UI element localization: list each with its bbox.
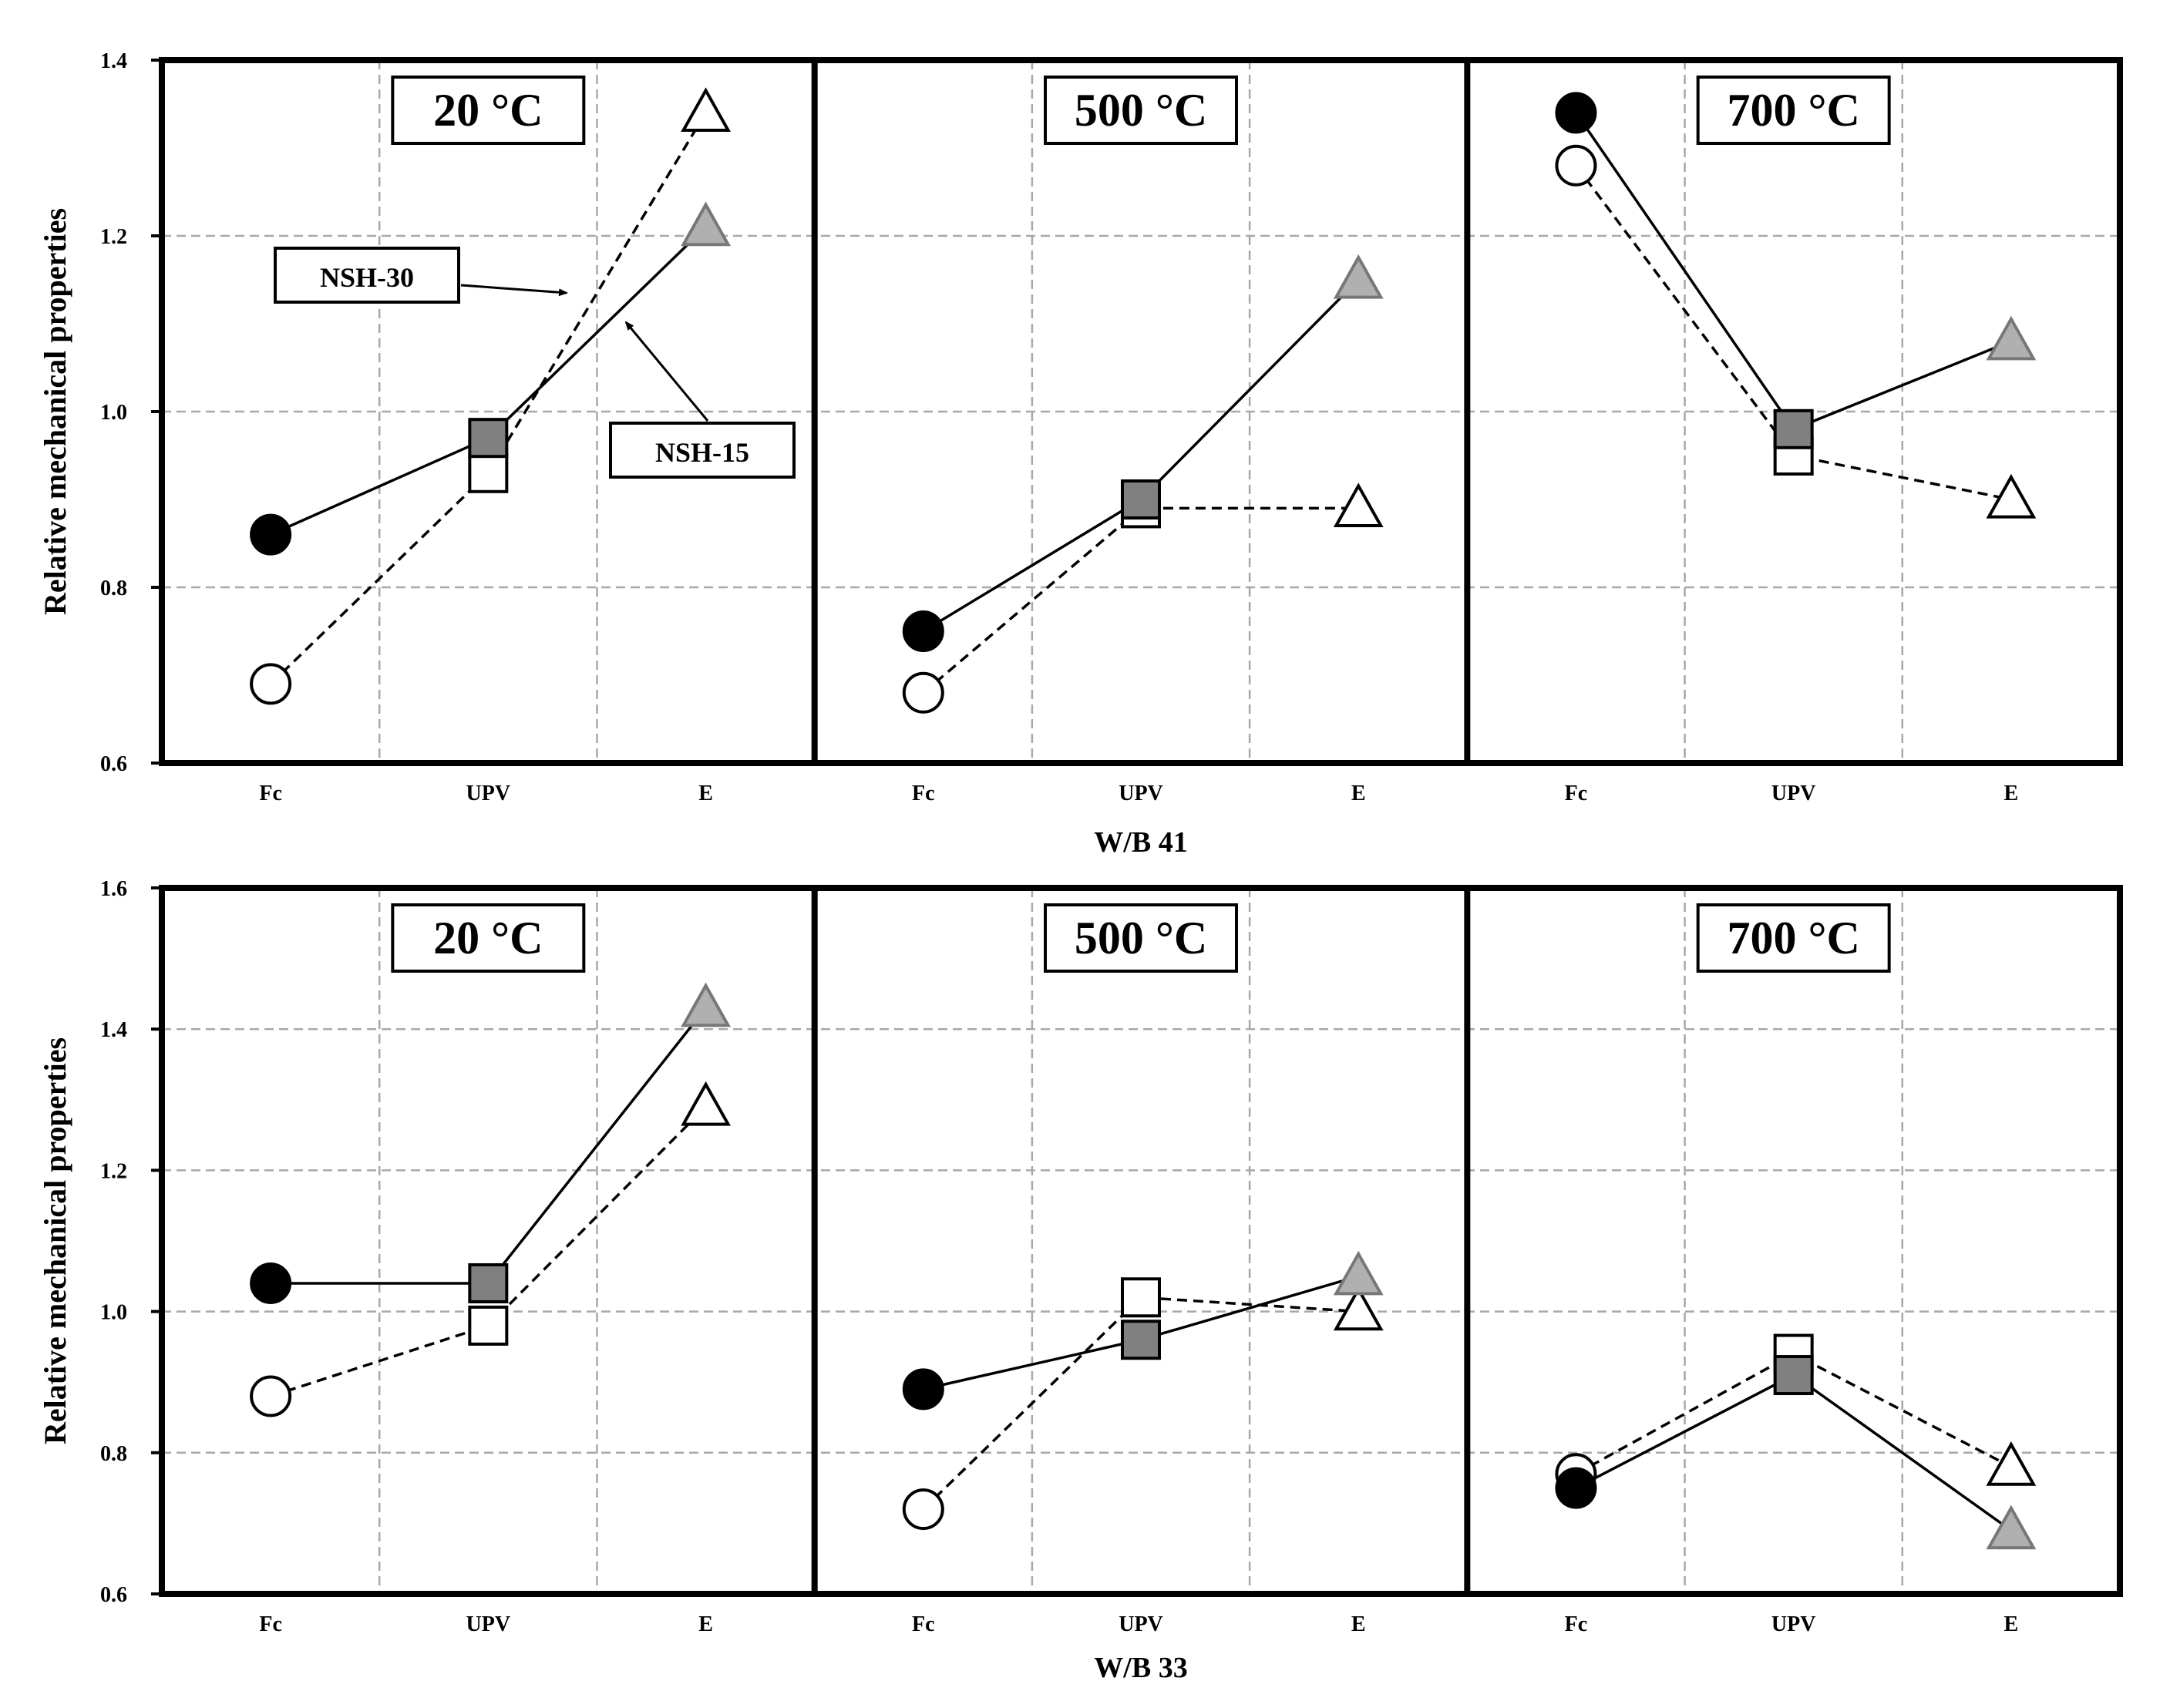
panel-2: Fc UPV E 500 °C xyxy=(902,76,1384,805)
x-tick-label: UPV xyxy=(1119,782,1163,805)
nsh-15-fc-point xyxy=(1555,1467,1597,1509)
temperature-title: 500 °C xyxy=(1075,913,1207,963)
temperature-title-box xyxy=(1696,903,1891,973)
x-tick-label: UPV xyxy=(1771,782,1816,805)
nsh-15-upv-point xyxy=(468,1263,509,1303)
temperature-title: 500 °C xyxy=(1075,85,1207,136)
nsh-30-upv-point xyxy=(1121,1277,1161,1318)
temperature-title: 700 °C xyxy=(1728,913,1860,963)
series-line-nsh-30 xyxy=(269,112,708,685)
y-tick-label: 1.0 xyxy=(100,1301,127,1325)
temperature-title: 20 °C xyxy=(433,85,543,136)
chart-1: 0.6 0.8 1.0 1.2 1.4 Relative mechanical prope… xyxy=(38,49,2123,859)
y-tick-label: 0.8 xyxy=(100,577,127,600)
x-tick-label: Fc xyxy=(1565,782,1588,805)
nsh-15-e-point xyxy=(681,201,731,247)
panel-3: Fc UPV E 700 °C xyxy=(1555,76,2037,805)
panel-2: Fc UPV E 500 °C xyxy=(902,903,1384,1636)
nsh-15-e-point xyxy=(1333,1250,1384,1296)
y-tick-label: 1.4 xyxy=(100,49,127,73)
temperature-title-box xyxy=(1696,76,1891,145)
nsh-15-e-point xyxy=(1986,315,2037,361)
y-axis-label: Relative mechanical properties xyxy=(38,208,72,615)
callout-box-nsh15 xyxy=(609,422,796,479)
nsh-15-e-point xyxy=(1333,254,1384,299)
y-tick-label: 0.8 xyxy=(100,1442,127,1466)
temperature-title-box xyxy=(391,903,586,973)
x-tick-label: Fc xyxy=(259,782,282,805)
nsh-15-upv-point xyxy=(468,418,509,459)
x-tick-label: UPV xyxy=(466,1612,511,1636)
callout-label-nsh30: NSH-30 xyxy=(320,262,414,293)
nsh-15-fc-point xyxy=(1555,92,1597,134)
series-line-nsh-30 xyxy=(922,1296,1359,1511)
x-tick-label: Fc xyxy=(1565,1612,1588,1636)
panel-1: Fc UPV E 20 °C xyxy=(250,76,731,805)
nsh-30-e-point xyxy=(681,87,731,133)
callout-arrow-nsh30 xyxy=(460,284,568,297)
panel-1: Fc UPV E 20 °C xyxy=(250,903,731,1636)
x-tick-label: Fc xyxy=(259,1612,282,1636)
temperature-title-box xyxy=(1044,903,1238,973)
x-tick-label: E xyxy=(1351,1612,1366,1636)
x-tick-label: E xyxy=(1351,782,1366,805)
x-tick-label: E xyxy=(2004,1612,2019,1636)
chart-2: 0.6 0.8 1.0 1.2 1.4 1.6 Relative mechanical pr… xyxy=(38,877,2123,1684)
x-tick-label: UPV xyxy=(466,782,511,805)
y-axis-label: Relative mechanical properties xyxy=(38,1037,72,1444)
x-tick-label: E xyxy=(698,782,713,805)
temperature-title: 20 °C xyxy=(433,913,543,963)
x-tick-label: E xyxy=(2004,782,2019,805)
y-tick-label: 0.6 xyxy=(100,752,127,776)
callout-label-nsh15: NSH-15 xyxy=(655,437,749,468)
x-tick-label: UPV xyxy=(1771,1612,1816,1636)
nsh-15-fc-point xyxy=(902,610,944,652)
nsh-30-fc-point xyxy=(902,671,944,714)
nsh-30-fc-point xyxy=(1555,144,1597,187)
nsh-30-fc-point xyxy=(250,663,292,705)
nsh-30-e-point xyxy=(681,1081,731,1126)
nsh-30-upv-point xyxy=(468,452,509,493)
x-tick-label: E xyxy=(698,1612,713,1636)
callout-arrow-nsh15 xyxy=(624,321,709,422)
x-tick-label: Fc xyxy=(912,1612,935,1636)
nsh-15-e-point xyxy=(681,982,731,1027)
nsh-30-e-point xyxy=(1333,1286,1384,1331)
y-tick-label: 1.0 xyxy=(100,401,127,425)
nsh-15-upv-point xyxy=(1773,1355,1814,1396)
x-axis-title: W/B 33 xyxy=(1094,1652,1187,1684)
temperature-title-box xyxy=(1044,76,1238,145)
nsh-15-fc-point xyxy=(250,513,292,556)
x-axis-title: W/B 41 xyxy=(1094,826,1187,859)
y-tick-label: 1.2 xyxy=(100,1159,127,1183)
nsh-30-e-point xyxy=(1333,482,1384,528)
nsh-30-e-point xyxy=(1986,473,2037,519)
nsh-15-upv-point xyxy=(1121,479,1161,519)
nsh-15-fc-point xyxy=(250,1262,292,1304)
y-tick-label: 1.4 xyxy=(100,1018,127,1042)
y-tick-label: 0.6 xyxy=(100,1583,127,1607)
y-tick-label: 1.2 xyxy=(100,225,127,249)
temperature-title-box xyxy=(391,76,586,145)
nsh-15-upv-point xyxy=(1121,1320,1161,1360)
x-tick-label: Fc xyxy=(912,782,935,805)
nsh-15-e-point xyxy=(1986,1505,2037,1550)
series-line-nsh-30 xyxy=(922,506,1359,694)
y-tick-label: 1.6 xyxy=(100,877,127,901)
nsh-30-e-point xyxy=(1986,1441,2037,1486)
nsh-30-fc-point xyxy=(902,1488,944,1531)
nsh-15-fc-point xyxy=(902,1368,944,1410)
nsh-30-fc-point xyxy=(250,1375,292,1417)
nsh-30-upv-point xyxy=(468,1305,509,1346)
annotations: NSH-30 NSH-15 xyxy=(274,247,796,479)
plot-frame xyxy=(159,885,2123,1597)
charts-container: 0.6 0.8 1.0 1.2 1.4 Relative mechanical prope… xyxy=(38,49,2123,1684)
panel-3: Fc UPV E 700 °C xyxy=(1555,903,2037,1636)
plot-frame xyxy=(159,57,2123,766)
temperature-title: 700 °C xyxy=(1728,85,1860,136)
x-tick-label: UPV xyxy=(1119,1612,1163,1636)
callout-box-nsh30 xyxy=(274,247,460,304)
nsh-15-upv-point xyxy=(1773,409,1814,449)
